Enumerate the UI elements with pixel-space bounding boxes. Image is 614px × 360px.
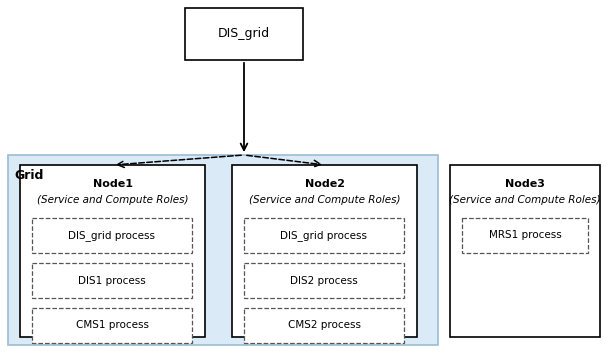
Bar [232,165,417,337]
Bar [8,155,438,345]
Bar [244,308,404,343]
Bar [32,308,192,343]
Text: DIS1 process: DIS1 process [78,275,146,285]
Text: Node2: Node2 [305,179,344,189]
Bar [20,165,205,337]
Text: (Service and Compute Roles): (Service and Compute Roles) [449,195,600,205]
Text: Node3: Node3 [505,179,545,189]
Text: CMS2 process: CMS2 process [287,320,360,330]
Text: DIS_grid process: DIS_grid process [69,230,155,241]
Text: Grid: Grid [14,169,44,182]
Text: DIS_grid: DIS_grid [218,27,270,40]
Bar [185,8,303,60]
Text: DIS2 process: DIS2 process [290,275,358,285]
Bar [244,218,404,253]
Text: MRS1 process: MRS1 process [489,230,561,240]
Bar [32,218,192,253]
Text: (Service and Compute Roles): (Service and Compute Roles) [37,195,188,205]
Bar [32,263,192,298]
Bar [462,218,588,253]
Text: Node1: Node1 [93,179,133,189]
Text: (Service and Compute Roles): (Service and Compute Roles) [249,195,400,205]
Text: CMS1 process: CMS1 process [76,320,149,330]
Bar [244,263,404,298]
Text: DIS_grid process: DIS_grid process [281,230,368,241]
Bar [450,165,600,337]
